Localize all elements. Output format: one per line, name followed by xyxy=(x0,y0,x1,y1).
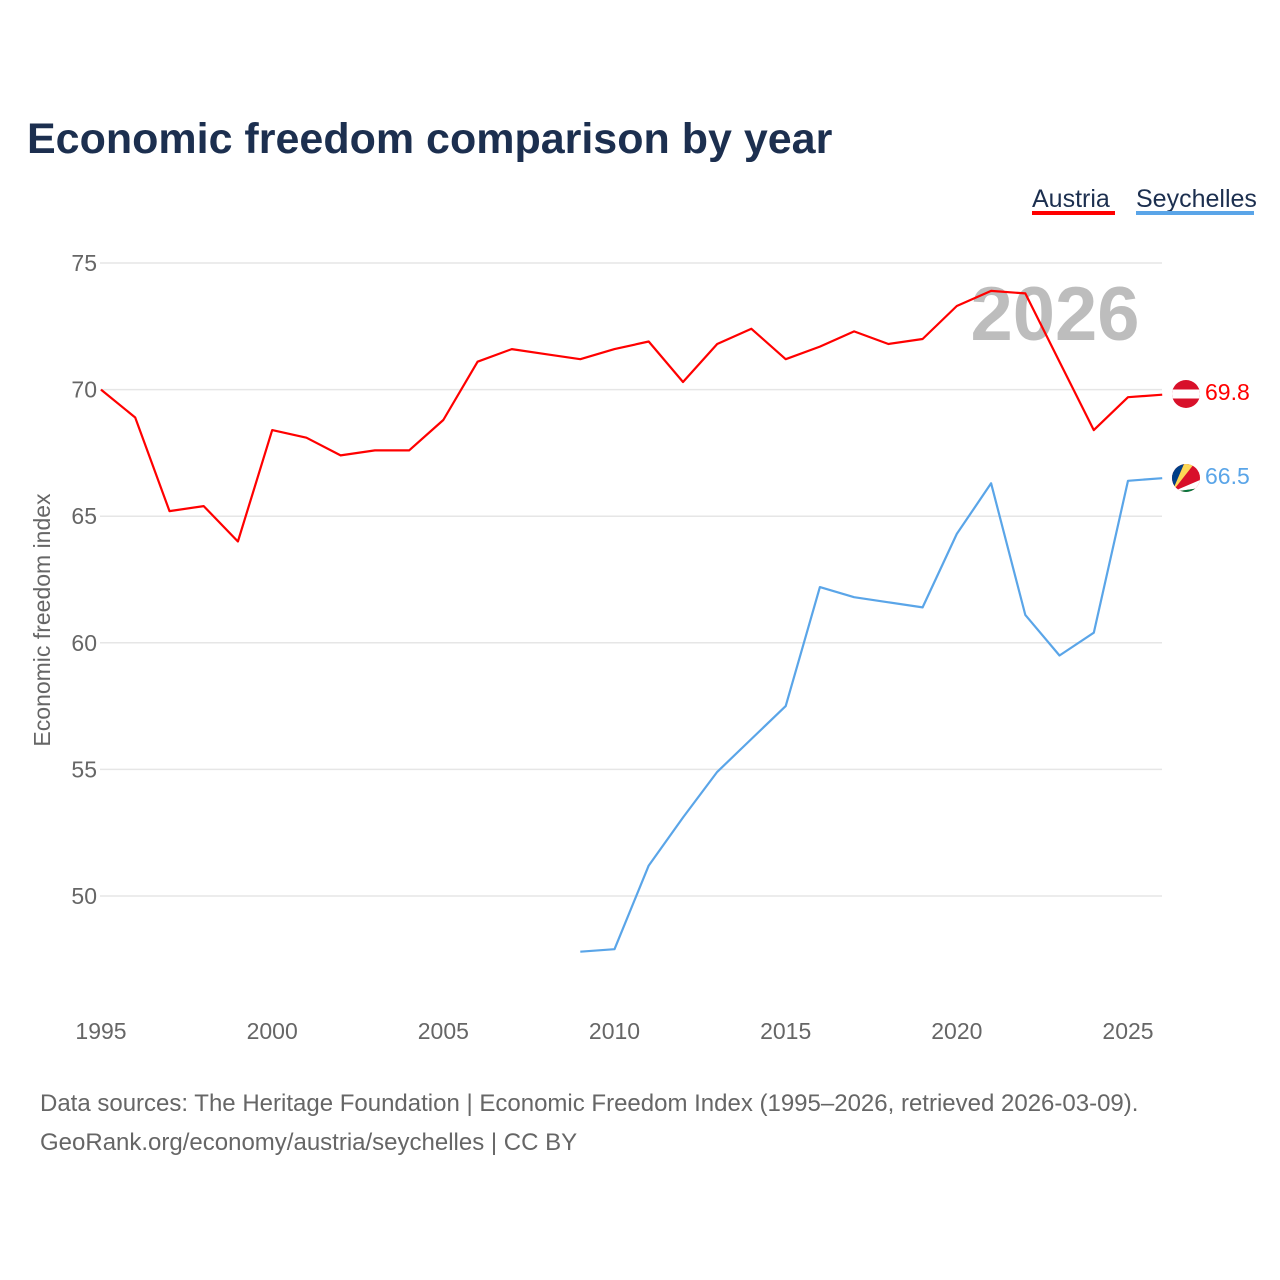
seychelles-flag-icon xyxy=(1172,464,1200,492)
x-tick-label: 1995 xyxy=(75,1018,126,1044)
austria-flag-icon xyxy=(1172,380,1200,408)
legend-label: Seychelles xyxy=(1136,185,1257,213)
austria-end-value: 69.8 xyxy=(1205,379,1250,405)
legend-swatch xyxy=(1032,211,1115,215)
chart-title: Economic freedom comparison by year xyxy=(27,115,833,163)
x-tick-label: 2010 xyxy=(589,1018,640,1044)
year-watermark: 2026 xyxy=(970,272,1139,357)
legend-swatch xyxy=(1136,211,1254,215)
y-tick-label: 70 xyxy=(71,377,97,403)
series-line-seychelles xyxy=(580,477,1163,953)
y-tick-label: 75 xyxy=(71,250,97,276)
legend-item-austria[interactable]: Austria xyxy=(1032,185,1115,215)
x-tick-label: 2020 xyxy=(931,1018,982,1044)
legend-item-seychelles[interactable]: Seychelles xyxy=(1136,185,1257,215)
x-tick-labels: 1995 2000 2005 2010 2015 2020 2025 xyxy=(75,1018,1153,1044)
footer-attribution[interactable]: GeoRank.org/economy/austria/seychelles |… xyxy=(40,1129,577,1156)
gridlines xyxy=(100,262,1162,897)
y-tick-label: 50 xyxy=(71,883,97,909)
x-tick-label: 2015 xyxy=(760,1018,811,1044)
x-tick-label: 2005 xyxy=(418,1018,469,1044)
y-tick-label: 55 xyxy=(71,756,97,782)
legend-label: Austria xyxy=(1032,185,1110,213)
legend: Austria Seychelles xyxy=(1032,185,1257,215)
y-axis-label: Economic freedom index xyxy=(29,493,55,747)
y-tick-label: 65 xyxy=(71,503,97,529)
series-line-austria xyxy=(100,289,1163,543)
x-tick-label: 2000 xyxy=(247,1018,298,1044)
x-tick-label: 2025 xyxy=(1102,1018,1153,1044)
series-lines xyxy=(100,289,1163,953)
y-tick-labels: 50 55 60 65 70 75 xyxy=(71,250,97,909)
footer-sources: Data sources: The Heritage Foundation | … xyxy=(40,1090,1138,1117)
y-tick-label: 60 xyxy=(71,630,97,656)
seychelles-end-value: 66.5 xyxy=(1205,463,1250,489)
